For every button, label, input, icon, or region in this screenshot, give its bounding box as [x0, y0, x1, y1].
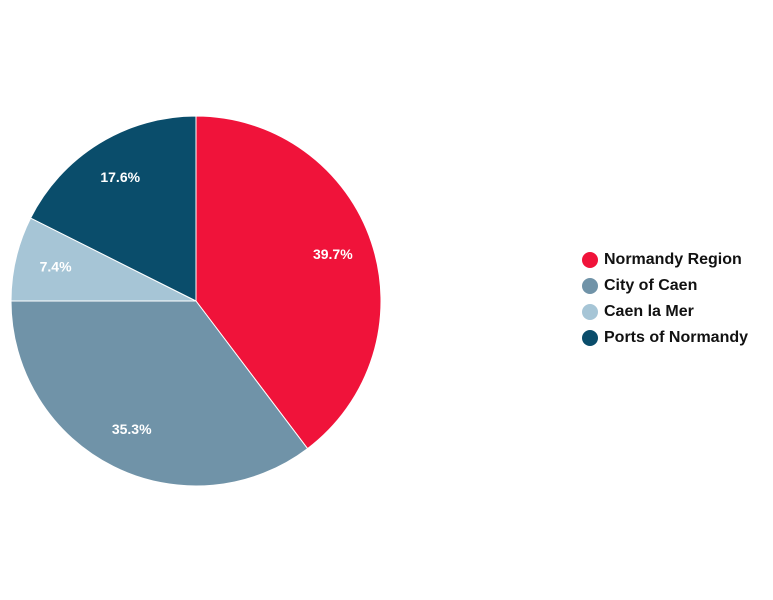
slice-label: 7.4%: [40, 258, 72, 274]
pie-slice: [29, 115, 197, 302]
legend-label: Normandy Region: [604, 251, 742, 268]
slice-label: 35.3%: [112, 421, 152, 437]
legend-label: Caen la Mer: [604, 303, 694, 320]
pie-slice: [195, 115, 382, 450]
legend-label: City of Caen: [604, 277, 697, 294]
legend-marker: [582, 252, 598, 268]
legend-marker: [582, 304, 598, 320]
legend-label: Ports of Normandy: [604, 329, 748, 346]
slice-label: 39.7%: [313, 246, 353, 262]
legend-marker: [582, 330, 598, 346]
legend-marker: [582, 278, 598, 294]
pie-slice: [10, 300, 309, 487]
slice-label: 17.6%: [100, 169, 140, 185]
